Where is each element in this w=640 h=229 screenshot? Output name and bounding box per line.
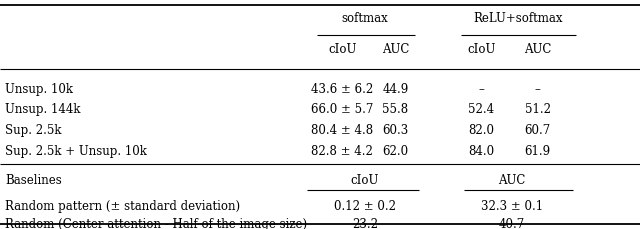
Text: 80.4 ± 4.8: 80.4 ± 4.8 <box>311 124 374 137</box>
Text: 43.6 ± 6.2: 43.6 ± 6.2 <box>311 83 374 96</box>
Text: Random pattern (± standard deviation): Random pattern (± standard deviation) <box>5 200 240 213</box>
Text: 84.0: 84.0 <box>468 145 494 158</box>
Text: cIoU: cIoU <box>328 43 356 56</box>
Text: Random (Center attention - Half of the image size): Random (Center attention - Half of the i… <box>5 218 307 229</box>
Text: 51.2: 51.2 <box>525 104 550 116</box>
Text: –: – <box>478 83 484 96</box>
Text: –: – <box>534 83 541 96</box>
Text: 60.7: 60.7 <box>524 124 551 137</box>
Text: AUC: AUC <box>499 174 525 187</box>
Text: Unsup. 10k: Unsup. 10k <box>5 83 73 96</box>
Text: AUC: AUC <box>524 43 551 56</box>
Text: cIoU: cIoU <box>351 174 379 187</box>
Text: 61.9: 61.9 <box>525 145 550 158</box>
Text: 82.8 ± 4.2: 82.8 ± 4.2 <box>312 145 373 158</box>
Text: 32.3 ± 0.1: 32.3 ± 0.1 <box>481 200 543 213</box>
Text: Unsup. 144k: Unsup. 144k <box>5 104 81 116</box>
Text: 23.2: 23.2 <box>352 218 378 229</box>
Text: AUC: AUC <box>382 43 409 56</box>
Text: Sup. 2.5k: Sup. 2.5k <box>5 124 61 137</box>
Text: 82.0: 82.0 <box>468 124 494 137</box>
Text: 66.0 ± 5.7: 66.0 ± 5.7 <box>311 104 374 116</box>
Text: softmax: softmax <box>341 12 388 25</box>
Text: 60.3: 60.3 <box>382 124 409 137</box>
Text: 40.7: 40.7 <box>499 218 525 229</box>
Text: 52.4: 52.4 <box>468 104 494 116</box>
Text: ReLU+softmax: ReLU+softmax <box>474 12 563 25</box>
Text: 0.12 ± 0.2: 0.12 ± 0.2 <box>334 200 396 213</box>
Text: 62.0: 62.0 <box>383 145 408 158</box>
Text: 55.8: 55.8 <box>383 104 408 116</box>
Text: cIoU: cIoU <box>467 43 495 56</box>
Text: Sup. 2.5k + Unsup. 10k: Sup. 2.5k + Unsup. 10k <box>5 145 147 158</box>
Text: Baselines: Baselines <box>5 174 62 187</box>
Text: 44.9: 44.9 <box>382 83 409 96</box>
